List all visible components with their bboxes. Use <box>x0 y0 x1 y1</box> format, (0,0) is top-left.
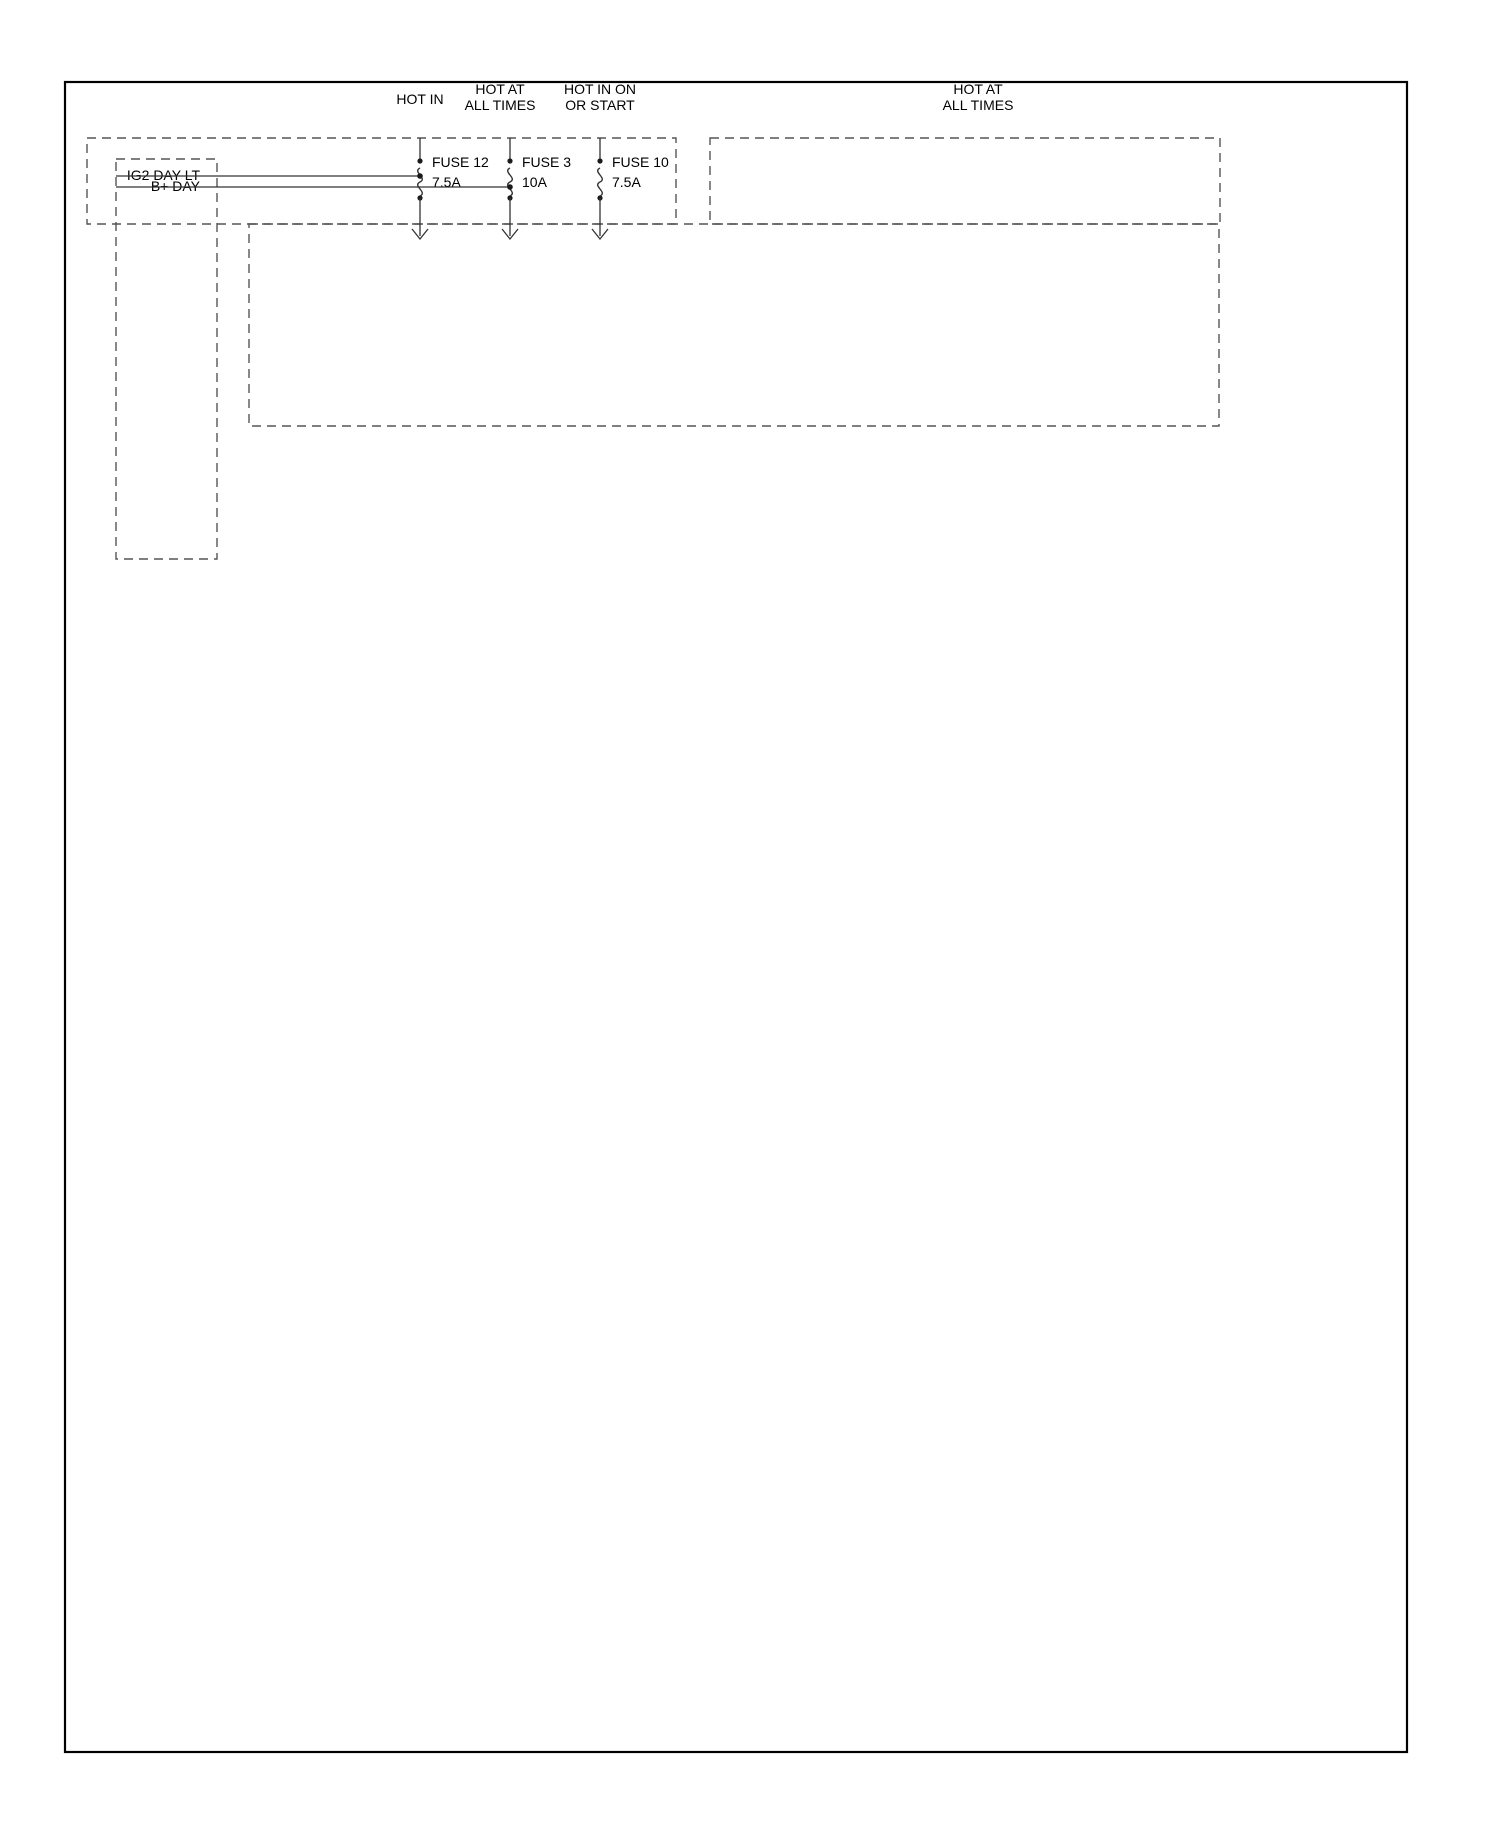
svg-text:B+ DAY: B+ DAY <box>151 178 201 194</box>
svg-text:HOT AT: HOT AT <box>953 81 1003 97</box>
svg-text:OR START: OR START <box>565 97 635 113</box>
svg-text:7.5A: 7.5A <box>612 174 641 190</box>
svg-text:FUSE 12: FUSE 12 <box>432 154 489 170</box>
svg-text:ALL TIMES: ALL TIMES <box>465 97 536 113</box>
svg-text:HOT AT: HOT AT <box>475 81 525 97</box>
svg-text:HOT IN ON: HOT IN ON <box>564 81 636 97</box>
svg-text:FUSE 10: FUSE 10 <box>612 154 669 170</box>
svg-text:ALL TIMES: ALL TIMES <box>943 97 1014 113</box>
svg-text:10A: 10A <box>522 174 548 190</box>
svg-text:FUSE 3: FUSE 3 <box>522 154 571 170</box>
svg-text:HOT IN: HOT IN <box>396 91 443 107</box>
